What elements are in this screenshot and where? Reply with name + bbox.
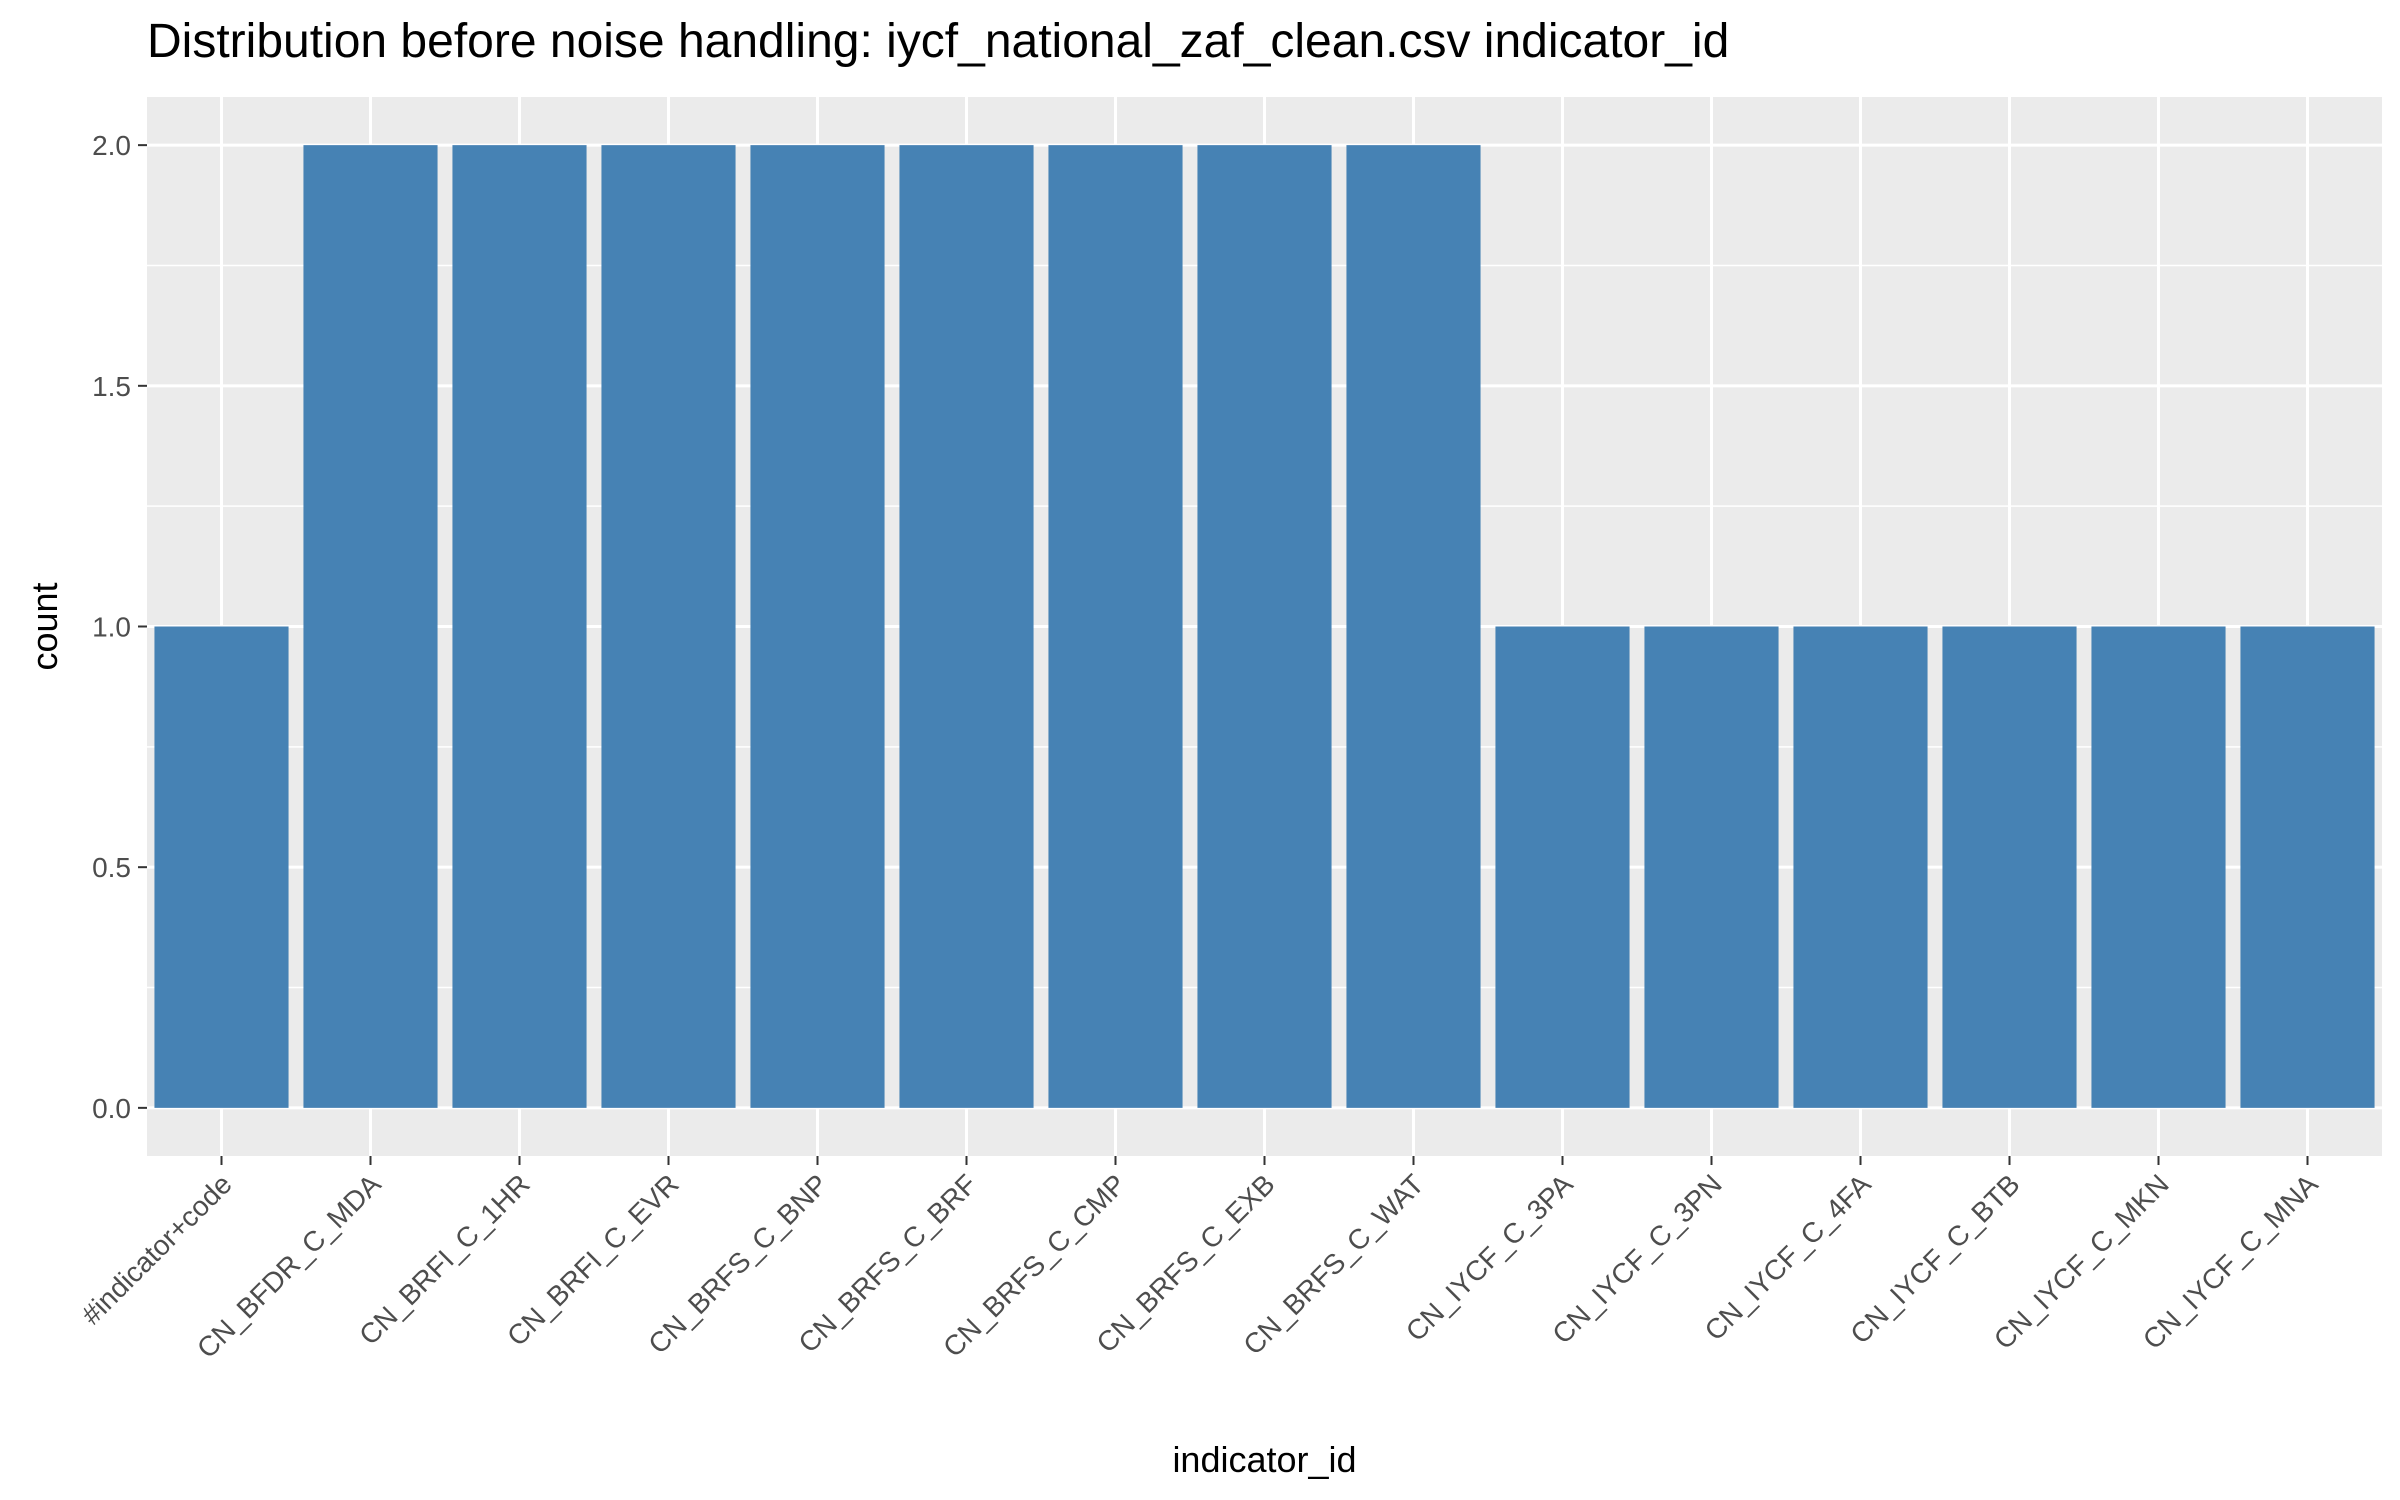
y-axis-label: count <box>24 582 65 670</box>
bar <box>303 145 438 1108</box>
bars <box>154 145 2375 1108</box>
bar <box>899 145 1034 1108</box>
x-axis-label: indicator_id <box>1172 1439 1356 1480</box>
bar <box>1048 145 1183 1108</box>
bar <box>452 145 587 1108</box>
bar <box>2091 626 2226 1108</box>
bar <box>601 145 736 1108</box>
bar <box>1793 626 1928 1108</box>
bar <box>750 145 885 1108</box>
bar <box>2240 626 2375 1108</box>
y-tick-label: 1.0 <box>92 612 131 643</box>
bar <box>1346 145 1481 1108</box>
x-tick-label: CN_IYCF_C_3PA <box>1400 1168 1579 1347</box>
x-tick-label: CN_IYCF_C_4FA <box>1699 1168 1877 1346</box>
bar <box>1644 626 1779 1108</box>
y-axis: 0.0 0.5 1.0 1.5 2.0 <box>92 130 147 1124</box>
y-tick-label: 2.0 <box>92 130 131 161</box>
chart-title: Distribution before noise handling: iycf… <box>147 15 1730 68</box>
x-tick-label: #indicator+code <box>75 1168 237 1330</box>
y-tick-label: 0.5 <box>92 852 131 883</box>
bar <box>154 626 289 1108</box>
y-tick-label: 1.5 <box>92 371 131 402</box>
bar <box>1495 626 1630 1108</box>
bar <box>1942 626 2077 1108</box>
bar <box>1197 145 1332 1108</box>
x-axis: #indicator+codeCN_BFDR_C_MDACN_BRFI_C_1H… <box>75 1156 2324 1364</box>
y-tick-label: 0.0 <box>92 1093 131 1124</box>
